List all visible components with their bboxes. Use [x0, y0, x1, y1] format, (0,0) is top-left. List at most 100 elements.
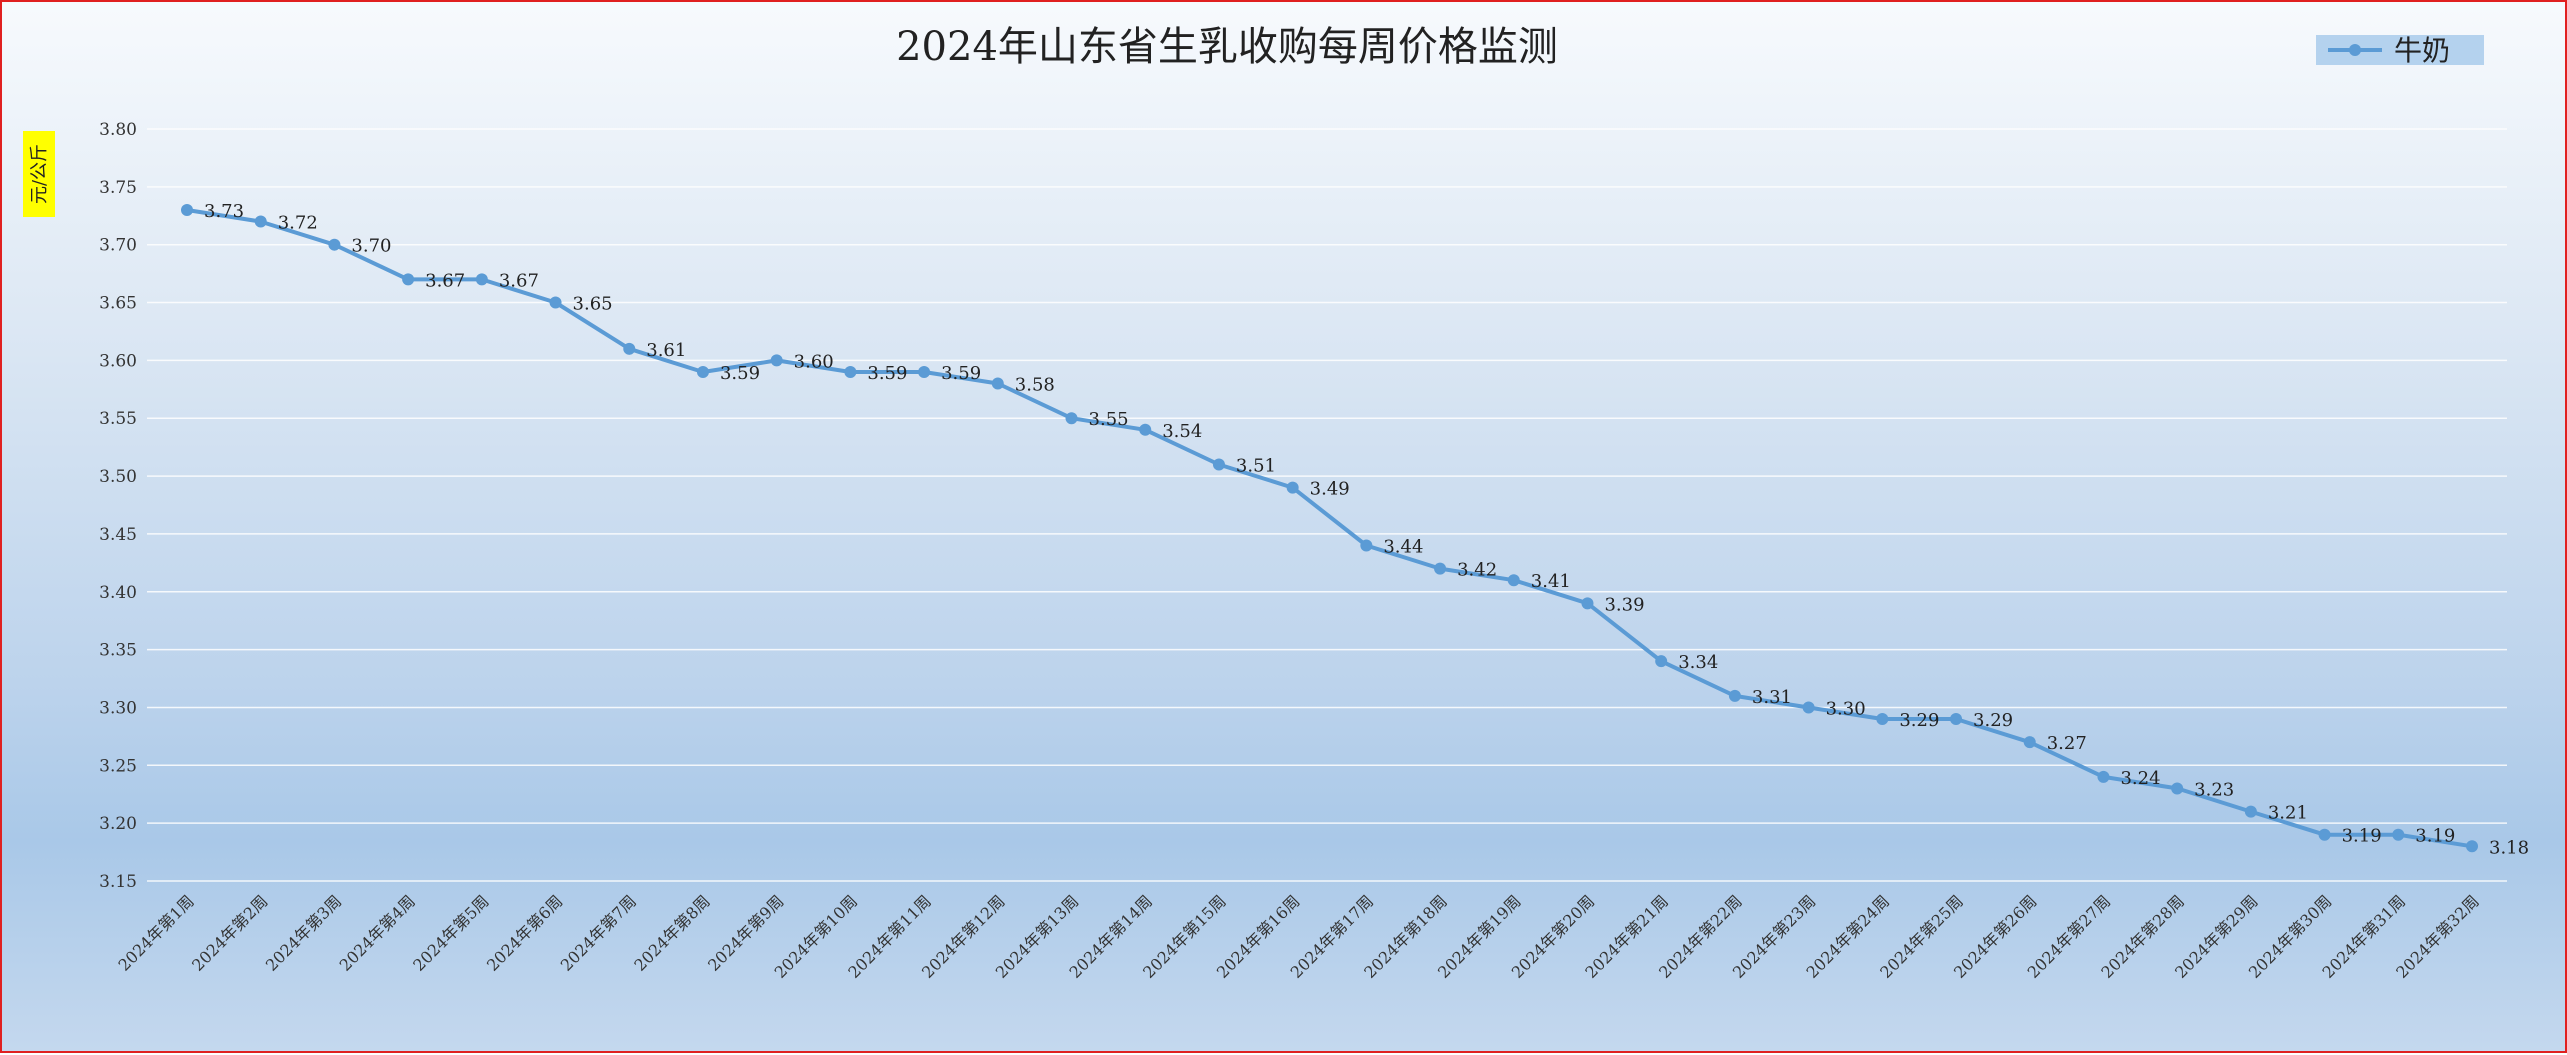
- data-point[interactable]: [1065, 412, 1078, 425]
- data-point[interactable]: [328, 238, 341, 251]
- gridlines: [147, 128, 2507, 882]
- data-point[interactable]: [1434, 562, 1447, 575]
- data-point[interactable]: [1728, 689, 1741, 702]
- data-label: 3.73: [204, 201, 244, 222]
- y-tick-label: 3.60: [99, 351, 137, 371]
- data-label: 3.54: [1162, 421, 1202, 442]
- data-point[interactable]: [2466, 840, 2478, 853]
- data-point[interactable]: [254, 215, 267, 228]
- x-tick-label: 2024年第7周: [557, 891, 640, 974]
- data-label: 3.31: [1752, 687, 1792, 708]
- data-label: 3.42: [1457, 560, 1497, 581]
- chart-title: 2024年山东省生乳收购每周价格监测: [896, 24, 1558, 70]
- data-point[interactable]: [2318, 828, 2331, 841]
- x-tick-label: 2024年第2周: [188, 891, 271, 974]
- y-tick-label: 3.65: [99, 294, 137, 314]
- y-axis-label-group: 元/公斤: [23, 131, 55, 217]
- x-tick-label: 2024年第8周: [630, 891, 713, 974]
- data-label: 3.19: [2342, 826, 2382, 847]
- data-labels: 3.73 3.72 3.70 3.67 3.67 3.65 3.61 3.59 3.60 3.59…: [204, 201, 2529, 858]
- data-point[interactable]: [402, 273, 415, 286]
- y-tick-label: 3.70: [99, 236, 137, 256]
- y-tick-label: 3.30: [99, 698, 137, 718]
- data-label: 3.29: [1973, 710, 2013, 731]
- y-axis-label-highlight: [23, 131, 55, 217]
- data-point[interactable]: [623, 342, 636, 355]
- x-tick-label: 2024年第5周: [409, 891, 492, 974]
- data-label: 3.19: [2415, 826, 2455, 847]
- y-tick-label: 3.55: [99, 409, 137, 429]
- data-point[interactable]: [1360, 539, 1373, 552]
- data-point[interactable]: [2171, 782, 2184, 795]
- data-label: 3.24: [2120, 768, 2160, 789]
- data-point[interactable]: [918, 365, 931, 378]
- data-point[interactable]: [1212, 458, 1225, 471]
- y-tick-label: 3.25: [99, 756, 137, 776]
- data-label: 3.72: [278, 213, 318, 234]
- y-tick-labels: 3.15 3.20 3.25 3.30 3.35 3.40 3.45 3.50 3.55 3.60…: [99, 120, 137, 892]
- data-label: 3.41: [1531, 571, 1571, 592]
- data-label: 3.59: [941, 363, 981, 384]
- y-tick-label: 3.15: [99, 872, 137, 892]
- data-point[interactable]: [475, 273, 488, 286]
- data-label: 3.30: [1826, 698, 1866, 719]
- x-tick-label: 2024年第4周: [336, 891, 419, 974]
- y-tick-label: 3.50: [99, 467, 137, 487]
- x-tick-label: 2024年第3周: [262, 891, 345, 974]
- data-point[interactable]: [770, 354, 783, 367]
- legend-marker-icon: [2349, 44, 2361, 56]
- x-tick-label: 2024年第6周: [483, 891, 566, 974]
- data-point[interactable]: [1802, 701, 1815, 714]
- data-point[interactable]: [1581, 597, 1594, 610]
- data-point[interactable]: [1139, 423, 1152, 436]
- data-label: 3.70: [351, 236, 391, 257]
- data-label: 3.67: [425, 270, 465, 291]
- data-point[interactable]: [2392, 828, 2405, 841]
- data-label: 3.60: [794, 351, 834, 372]
- data-points: [181, 203, 2478, 853]
- x-tick-label: 2024年第9周: [704, 891, 787, 974]
- data-point[interactable]: [1876, 713, 1889, 726]
- data-label: 3.44: [1383, 536, 1423, 557]
- data-point[interactable]: [1507, 574, 1520, 587]
- data-point[interactable]: [2097, 770, 2110, 783]
- data-label: 3.39: [1604, 594, 1644, 615]
- y-tick-label: 3.40: [99, 583, 137, 603]
- data-point[interactable]: [2023, 736, 2036, 749]
- data-label: 3.18: [2489, 837, 2529, 858]
- x-tick-labels: 2024年第1周2024年第2周2024年第3周2024年第4周2024年第5周…: [114, 891, 2482, 982]
- data-label: 3.23: [2194, 779, 2234, 800]
- data-point[interactable]: [181, 203, 193, 216]
- legend-entry-label: 牛奶: [2394, 34, 2450, 67]
- data-point[interactable]: [549, 296, 562, 309]
- data-point[interactable]: [844, 365, 857, 378]
- series-line-milk: [185, 208, 2474, 849]
- data-point[interactable]: [1950, 713, 1963, 726]
- data-point[interactable]: [1655, 655, 1668, 668]
- y-tick-label: 3.35: [99, 641, 137, 661]
- data-label: 3.67: [499, 270, 539, 291]
- data-label: 3.27: [2047, 733, 2087, 754]
- y-tick-label: 3.45: [99, 525, 137, 545]
- data-label: 3.59: [867, 363, 907, 384]
- data-label: 3.29: [1899, 710, 1939, 731]
- data-label: 3.55: [1089, 409, 1129, 430]
- data-label: 3.61: [646, 340, 686, 361]
- data-label: 3.21: [2268, 803, 2308, 824]
- data-point[interactable]: [991, 377, 1004, 390]
- data-label: 3.34: [1678, 652, 1718, 673]
- y-tick-label: 3.20: [99, 814, 137, 834]
- data-point[interactable]: [1286, 481, 1299, 494]
- data-label: 3.59: [720, 363, 760, 384]
- series-line-group: [185, 208, 2474, 849]
- data-point[interactable]: [2244, 805, 2257, 818]
- legend[interactable]: 牛奶: [2316, 34, 2484, 67]
- data-label: 3.65: [573, 294, 613, 315]
- data-point[interactable]: [696, 365, 709, 378]
- data-label: 3.49: [1310, 479, 1350, 500]
- x-tick-label: 2024年第1周: [114, 891, 197, 974]
- y-axis-label: 元/公斤: [29, 144, 50, 204]
- y-tick-label: 3.75: [99, 178, 137, 198]
